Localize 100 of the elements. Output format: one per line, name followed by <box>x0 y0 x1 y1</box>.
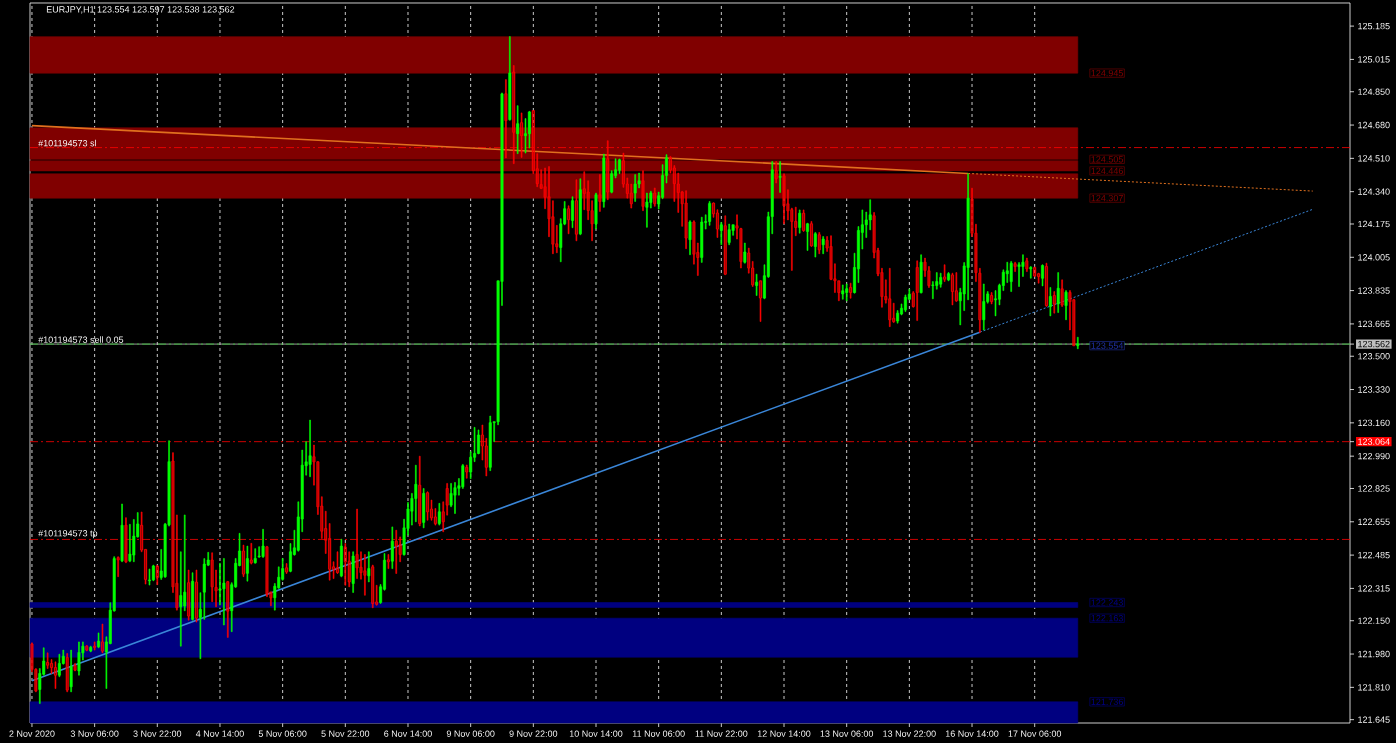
y-tick-label: 122.655 <box>1358 518 1390 525</box>
x-tick-label: 4 Nov 14:00 <box>195 730 244 737</box>
candlestick <box>1013 261 1017 272</box>
candlestick <box>488 415 492 471</box>
candlestick <box>116 556 120 577</box>
candlestick <box>242 544 245 577</box>
y-tick-label: 124.005 <box>1358 254 1390 261</box>
annotation: 123.554 <box>1091 342 1124 349</box>
candlestick <box>778 161 782 193</box>
y-tick-label: 124.680 <box>1358 121 1390 129</box>
candlestick <box>77 641 81 676</box>
y-tick-label: 123.665 <box>1358 320 1390 328</box>
candlestick <box>504 79 508 159</box>
candlestick <box>982 283 986 331</box>
candlestick <box>343 543 347 586</box>
band-label: 121.736 <box>1091 698 1123 706</box>
x-tick-label: 10 Nov 14:00 <box>569 730 623 737</box>
candlestick <box>453 482 457 514</box>
candlestick <box>688 220 692 256</box>
candlestick <box>285 563 289 574</box>
candlestick <box>759 280 762 322</box>
y-tick-label: 123.500 <box>1358 353 1390 360</box>
candlestick <box>821 236 825 255</box>
candlestick <box>253 548 257 564</box>
y-tick-label: 122.150 <box>1358 617 1390 624</box>
x-tick-label: 17 Nov 06:00 <box>1008 730 1062 737</box>
candlestick <box>210 552 214 603</box>
y-tick-label: 121.980 <box>1358 650 1390 658</box>
candlestick <box>598 174 602 212</box>
candlestick <box>1056 272 1060 313</box>
ref-line-label: #101194573 sell 0.05 <box>38 336 124 343</box>
candlestick <box>743 242 747 264</box>
candlestick <box>719 222 723 246</box>
x-tick-label: 5 Nov 06:00 <box>258 730 307 737</box>
candlestick <box>817 232 821 255</box>
x-tick-label: 13 Nov 06:00 <box>820 730 874 737</box>
candlestick <box>390 526 394 569</box>
x-tick-label: 11 Nov 06:00 <box>632 730 685 737</box>
candlestick <box>520 112 524 158</box>
candlestick <box>574 179 578 242</box>
candlestick <box>798 209 802 234</box>
candlestick <box>915 260 919 321</box>
candlestick <box>845 283 849 302</box>
candlestick <box>774 161 778 184</box>
y-tick-label: 122.485 <box>1358 551 1390 559</box>
candlestick <box>700 216 704 263</box>
candlestick <box>308 419 312 478</box>
x-tick-label: 13 Nov 22:00 <box>883 730 936 737</box>
candlestick <box>653 187 657 207</box>
candlestick <box>426 491 430 521</box>
candlestick <box>990 292 994 305</box>
y-tick-label: 123.562 <box>1358 340 1390 348</box>
y-tick-label: 123.835 <box>1358 287 1390 294</box>
candlestick <box>97 632 101 649</box>
candlestick <box>155 565 159 585</box>
candlestick <box>806 222 809 251</box>
candlestick <box>645 192 649 228</box>
candlestick <box>1009 261 1013 292</box>
candlestick <box>1076 336 1080 350</box>
y-tick-label: 123.160 <box>1358 419 1390 427</box>
candlestick <box>1044 262 1048 307</box>
candlestick <box>120 503 124 563</box>
candlestick <box>367 551 371 583</box>
candlestick <box>954 272 958 302</box>
candlestick <box>371 564 375 609</box>
candlestick <box>943 264 947 282</box>
candlestick <box>1064 290 1068 321</box>
candlestick <box>919 254 923 294</box>
candlestick <box>85 645 89 652</box>
candlestick <box>809 221 813 247</box>
candlestick <box>802 209 806 232</box>
y-tick-label: 125.015 <box>1358 56 1390 63</box>
candlestick <box>351 551 355 593</box>
band-label: 122.163 <box>1091 615 1123 622</box>
y-tick-label: 122.315 <box>1358 585 1390 592</box>
ref-line-label: #101194573 tp <box>38 530 98 539</box>
candlestick <box>245 545 249 582</box>
band-label: 124.945 <box>1091 69 1123 77</box>
candlestick <box>1029 266 1033 279</box>
chart-title: EURJPY,H1 123.554 123.597 123.538 123.562 <box>46 6 235 14</box>
x-tick-label: 9 Nov 22:00 <box>509 730 558 737</box>
x-tick-label: 12 Nov 14:00 <box>757 730 811 737</box>
x-tick-label: 6 Nov 14:00 <box>384 730 432 737</box>
candlestick <box>89 645 93 653</box>
candlestick <box>147 568 151 586</box>
candlestick <box>386 554 390 569</box>
y-tick-label: 124.850 <box>1358 88 1390 95</box>
candlestick <box>1041 264 1044 287</box>
y-tick-label: 124.175 <box>1358 220 1390 228</box>
candlestick <box>69 649 73 693</box>
candlestick <box>602 153 606 208</box>
candlestick <box>841 284 845 300</box>
candlestick <box>782 173 786 225</box>
y-tick-label: 124.340 <box>1358 188 1390 195</box>
candlestick <box>939 272 943 288</box>
candlestick <box>567 205 571 235</box>
y-tick-label: 123.330 <box>1358 386 1390 393</box>
candlestick <box>100 623 104 654</box>
candlestick <box>594 192 598 229</box>
candlestick <box>1060 279 1064 307</box>
